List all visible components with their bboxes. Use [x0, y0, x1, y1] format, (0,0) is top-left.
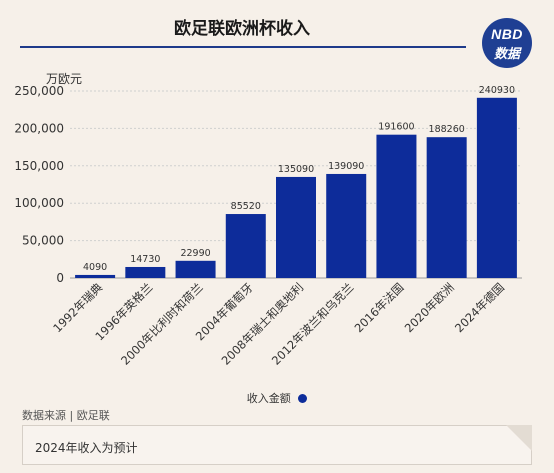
y-tick-label: 100,000 [14, 196, 64, 210]
footnote-box: 2024年收入为预计 [22, 425, 532, 465]
data-label: 135090 [278, 164, 314, 175]
y-tick-label: 0 [56, 271, 64, 285]
y-axis-unit: 万欧元 [46, 72, 83, 86]
bar [75, 274, 116, 278]
bar [476, 97, 517, 278]
y-tick-label: 250,000 [14, 84, 64, 98]
bar [376, 134, 417, 278]
legend-swatch [298, 394, 308, 403]
y-tick-label: 200,000 [14, 121, 64, 135]
data-label: 4090 [83, 262, 107, 273]
title-divider [20, 46, 466, 48]
bar [125, 266, 166, 278]
bar [276, 176, 316, 278]
data-label: 22990 [180, 248, 210, 259]
x-tick-label: 2020年欧洲 [402, 280, 457, 335]
data-source: 数据来源 | 欧足联 [22, 409, 110, 422]
footnote-text: 2024年收入为预计 [35, 441, 138, 455]
legend: 收入金额 [0, 390, 554, 406]
x-tick-label: 2024年德国 [452, 280, 507, 335]
bar [175, 260, 216, 278]
logo-text-nbd: NBD [491, 26, 523, 42]
bar [225, 214, 266, 278]
data-label: 85520 [231, 201, 261, 212]
note-corner-fold [506, 425, 532, 451]
data-label: 14730 [130, 254, 160, 265]
data-label: 188260 [429, 124, 465, 135]
chart-title: 欧足联欧洲杯收入 [174, 19, 310, 39]
bar [326, 173, 367, 278]
y-tick-label: 150,000 [14, 159, 64, 173]
data-label: 139090 [328, 161, 364, 172]
nbd-logo: NBD 数据 [482, 18, 532, 68]
y-tick-label: 50,000 [22, 234, 64, 248]
x-tick-label: 2016年法国 [352, 280, 407, 335]
data-label: 240930 [479, 85, 515, 96]
legend-label: 收入金额 [246, 392, 291, 405]
data-label: 191600 [378, 122, 414, 133]
x-tick-label: 1992年瑞典 [50, 280, 105, 335]
bar [426, 137, 467, 278]
logo-text-data: 数据 [493, 46, 520, 61]
bar-chart: 0 50,000 100,000 150,000 200,000 250,000 4090 1… [14, 84, 522, 368]
